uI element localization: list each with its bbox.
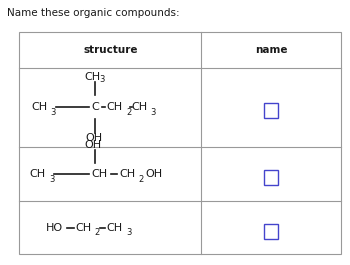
Text: CH: CH [131, 102, 147, 112]
Text: C: C [92, 102, 99, 112]
Text: CH: CH [107, 223, 123, 233]
Text: 3: 3 [51, 108, 56, 117]
Text: CH: CH [75, 223, 91, 233]
Text: 2: 2 [94, 228, 100, 237]
Text: CH: CH [119, 169, 135, 179]
Text: CH: CH [30, 169, 46, 179]
Text: 3: 3 [126, 228, 131, 237]
Text: CH: CH [32, 102, 48, 112]
Text: 2: 2 [126, 108, 131, 117]
Text: 3: 3 [49, 175, 54, 183]
Text: CH: CH [107, 102, 123, 112]
Text: 3: 3 [100, 75, 105, 84]
Text: HO: HO [46, 223, 63, 233]
Text: 2: 2 [138, 175, 143, 183]
Text: CH: CH [84, 72, 100, 82]
Text: OH: OH [85, 140, 102, 150]
Text: OH: OH [145, 169, 162, 179]
Text: structure: structure [83, 45, 138, 55]
Text: 3: 3 [150, 108, 156, 117]
Text: name: name [255, 45, 287, 55]
Text: OH: OH [85, 133, 103, 143]
Text: CH: CH [91, 169, 107, 179]
Text: Name these organic compounds:: Name these organic compounds: [7, 8, 180, 18]
